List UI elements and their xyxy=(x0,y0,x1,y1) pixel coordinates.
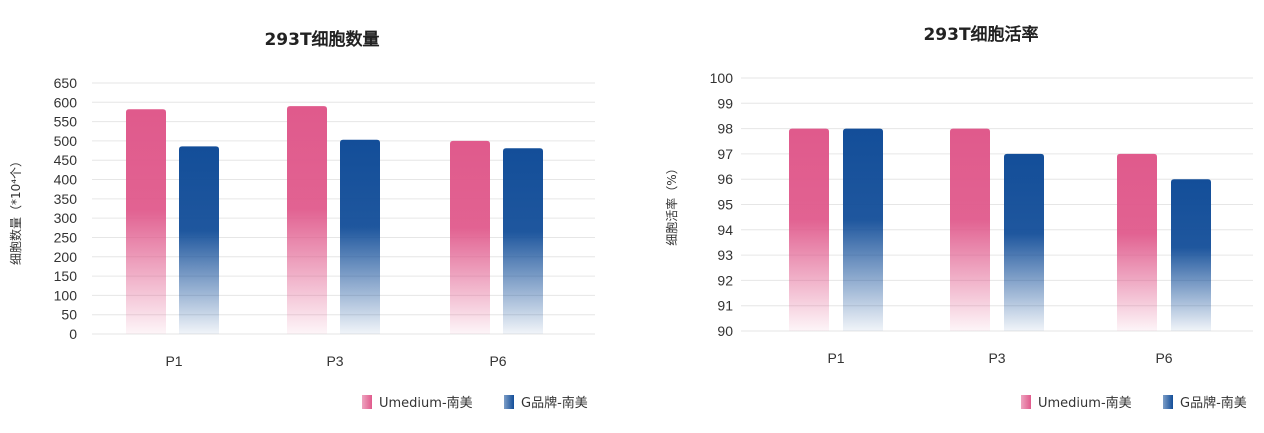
y-tick-label: 650 xyxy=(54,75,78,91)
legend-swatch-umedium xyxy=(1021,395,1031,409)
legend-label-g-brand: G品牌-南美 xyxy=(1180,395,1247,411)
legend-swatch-g-brand xyxy=(1163,395,1173,409)
y-axis-label: 细胞活率（%） xyxy=(664,162,679,245)
x-tick-label: P1 xyxy=(827,350,844,366)
y-tick-label: 450 xyxy=(54,152,78,168)
y-axis-label: 细胞数量（*10⁴个） xyxy=(8,155,23,265)
legend-swatch-umedium xyxy=(362,395,372,409)
chart-cell-count-svg: 293T细胞数量 0 50 100 150 200 250 300 350 400 450 500 55… xyxy=(8,29,595,411)
legend-label-g-brand: G品牌-南美 xyxy=(521,395,588,411)
chart-cell-viability: 293T细胞活率 90 91 92 93 94 95 96 97 98 99 100 细胞活率（%） P1… xyxy=(632,0,1264,433)
x-tick-label: P6 xyxy=(489,353,506,369)
chart-title: 293T细胞活率 xyxy=(923,24,1038,45)
y-tick-label: 150 xyxy=(54,268,78,284)
y-tick-label: 50 xyxy=(61,307,77,323)
bar-g-brand-p6 xyxy=(503,148,543,334)
bar-umedium-p3 xyxy=(287,106,327,335)
bar-g-brand-p6 xyxy=(1171,179,1211,331)
y-tick-label: 96 xyxy=(717,171,733,187)
y-tick-label: 200 xyxy=(54,249,78,265)
bar-umedium-p3 xyxy=(950,128,990,331)
bar-g-brand-p3 xyxy=(1004,153,1044,331)
y-tick-label: 400 xyxy=(54,172,78,188)
y-tick-label: 98 xyxy=(717,121,733,137)
y-tick-label: 95 xyxy=(717,197,733,213)
legend-label-umedium: Umedium-南美 xyxy=(379,395,473,411)
chart-cell-count: 293T细胞数量 0 50 100 150 200 250 300 350 400 450 500 55… xyxy=(8,29,595,411)
bar-g-brand-p3 xyxy=(340,139,380,334)
legend-swatch-g-brand xyxy=(504,395,514,409)
x-tick-label: P6 xyxy=(1155,350,1172,366)
y-tick-label: 90 xyxy=(717,323,733,339)
y-tick-label: 250 xyxy=(54,229,78,245)
y-tick-label: 93 xyxy=(717,247,733,263)
x-tick-label: P3 xyxy=(326,353,343,369)
y-tick-label: 100 xyxy=(54,287,78,303)
y-tick-label: 99 xyxy=(717,95,733,111)
bar-umedium-p1 xyxy=(789,128,829,331)
bar-umedium-p1 xyxy=(126,109,166,335)
bar-umedium-p6 xyxy=(450,140,490,334)
y-tick-label: 600 xyxy=(54,94,78,110)
chart-title: 293T细胞数量 xyxy=(264,29,379,50)
y-tick-label: 92 xyxy=(717,272,733,288)
chart-cell-viability-svg: 293T细胞活率 90 91 92 93 94 95 96 97 98 99 100 细胞活率（%） P1… xyxy=(664,24,1253,411)
x-tick-label: P1 xyxy=(165,353,182,369)
y-tick-label: 94 xyxy=(717,222,733,238)
y-tick-label: 500 xyxy=(54,133,78,149)
legend-label-umedium: Umedium-南美 xyxy=(1038,395,1132,411)
x-tick-label: P3 xyxy=(988,350,1005,366)
y-tick-label: 91 xyxy=(717,298,733,314)
y-tick-label: 0 xyxy=(69,326,77,342)
bar-umedium-p6 xyxy=(1117,153,1157,331)
y-tick-label: 97 xyxy=(717,146,733,162)
y-tick-label: 300 xyxy=(54,210,78,226)
bar-g-brand-p1 xyxy=(843,128,883,331)
y-tick-label: 550 xyxy=(54,114,78,130)
y-tick-label: 350 xyxy=(54,191,78,207)
y-tick-label: 100 xyxy=(710,70,734,86)
bar-g-brand-p1 xyxy=(179,146,219,334)
